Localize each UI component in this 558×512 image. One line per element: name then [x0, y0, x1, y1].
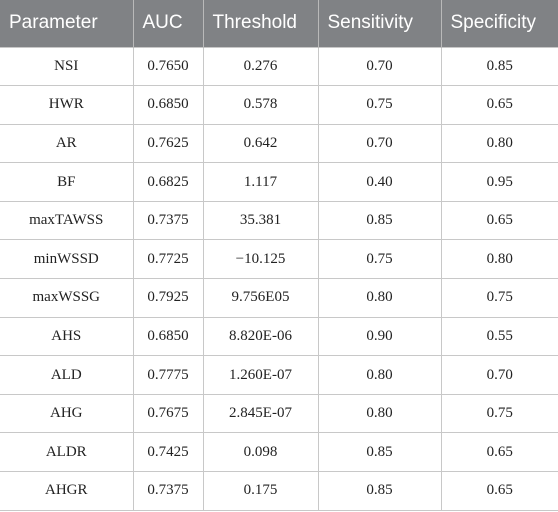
value-cell: 0.65	[440, 200, 558, 241]
parameter-cell: HWR	[0, 85, 134, 125]
value-cell: 0.6825	[132, 162, 204, 202]
value-cell: 0.75	[317, 85, 442, 125]
value-cell: 8.820E-06	[202, 316, 319, 357]
table-row: minWSSD 0.7725 −10.125 0.75 0.80	[0, 239, 558, 280]
value-cell: 0.098	[202, 432, 319, 473]
value-cell: 1.117	[202, 162, 319, 202]
value-cell: 0.70	[317, 123, 442, 164]
header-cell: Sensitivity	[318, 0, 442, 47]
value-cell: 0.55	[440, 316, 558, 357]
value-cell: −10.125	[202, 239, 319, 280]
value-cell: 0.7775	[132, 355, 204, 395]
value-cell: 0.95	[440, 162, 558, 202]
value-cell: 0.7625	[132, 123, 204, 164]
table-header: Parameter AUC Threshold Sensitivity Specific…	[0, 0, 558, 47]
value-cell: 0.80	[317, 278, 442, 318]
value-cell: 0.85	[317, 200, 442, 241]
value-cell: 0.75	[440, 393, 558, 434]
table-row: AHGR 0.7375 0.175 0.85 0.65	[0, 471, 558, 511]
value-cell: 0.85	[317, 432, 442, 473]
table-row: ALDR 0.7425 0.098 0.85 0.65	[0, 432, 558, 473]
value-cell: 0.90	[317, 316, 442, 357]
parameter-cell: minWSSD	[0, 239, 134, 280]
table-row: AHG 0.7675 2.845E-07 0.80 0.75	[0, 393, 558, 434]
value-cell: 0.6850	[132, 316, 204, 357]
value-cell: 0.6850	[132, 85, 204, 125]
value-cell: 35.381	[202, 200, 319, 241]
parameter-cell: ALDR	[0, 432, 134, 473]
value-cell: 0.85	[440, 46, 558, 87]
header-cell: AUC	[133, 0, 204, 47]
value-cell: 0.80	[440, 239, 558, 280]
table-row: maxTAWSS 0.7375 35.381 0.85 0.65	[0, 200, 558, 241]
parameter-cell: BF	[0, 162, 134, 202]
value-cell: 0.7375	[132, 200, 204, 241]
value-cell: 0.7725	[132, 239, 204, 280]
value-cell: 0.7925	[132, 278, 204, 318]
header-cell: Parameter	[0, 0, 134, 47]
value-cell: 0.7425	[132, 432, 204, 473]
value-cell: 0.276	[202, 46, 319, 87]
parameter-cell: maxWSSG	[0, 278, 134, 318]
table-row: maxWSSG 0.7925 9.756E05 0.80 0.75	[0, 278, 558, 318]
value-cell: 0.75	[317, 239, 442, 280]
value-cell: 0.7650	[132, 46, 204, 87]
parameter-cell: AHS	[0, 316, 134, 357]
value-cell: 0.642	[202, 123, 319, 164]
value-cell: 0.175	[202, 471, 319, 511]
table-row: AHS 0.6850 8.820E-06 0.90 0.55	[0, 316, 558, 357]
header-cell: Specificity	[441, 0, 558, 47]
value-cell: 0.578	[202, 85, 319, 125]
value-cell: 2.845E-07	[202, 393, 319, 434]
table-row: ALD 0.7775 1.260E-07 0.80 0.70	[0, 355, 558, 395]
parameter-cell: AHGR	[0, 471, 134, 511]
table-row: BF 0.6825 1.117 0.40 0.95	[0, 162, 558, 202]
value-cell: 0.80	[440, 123, 558, 164]
value-cell: 9.756E05	[202, 278, 319, 318]
header-row: Parameter AUC Threshold Sensitivity Specific…	[0, 0, 558, 47]
value-cell: 0.65	[440, 471, 558, 511]
value-cell: 1.260E-07	[202, 355, 319, 395]
value-cell: 0.7375	[132, 471, 204, 511]
value-cell: 0.65	[440, 85, 558, 125]
value-cell: 0.75	[440, 278, 558, 318]
value-cell: 0.70	[440, 355, 558, 395]
value-cell: 0.85	[317, 471, 442, 511]
parameter-cell: AHG	[0, 393, 134, 434]
value-cell: 0.65	[440, 432, 558, 473]
parameter-cell: NSI	[0, 46, 134, 87]
header-cell: Threshold	[203, 0, 319, 47]
value-cell: 0.70	[317, 46, 442, 87]
parameter-cell: AR	[0, 123, 134, 164]
table-row: HWR 0.6850 0.578 0.75 0.65	[0, 85, 558, 125]
table-row: AR 0.7625 0.642 0.70 0.80	[0, 123, 558, 164]
value-cell: 0.7675	[132, 393, 204, 434]
value-cell: 0.80	[317, 355, 442, 395]
table-body: NSI 0.7650 0.276 0.70 0.85 HWR 0.6850 0.578 0.75…	[0, 46, 558, 511]
value-cell: 0.80	[317, 393, 442, 434]
parameter-cell: ALD	[0, 355, 134, 395]
value-cell: 0.40	[317, 162, 442, 202]
parameter-cell: maxTAWSS	[0, 200, 134, 241]
table-row: NSI 0.7650 0.276 0.70 0.85	[0, 46, 558, 87]
